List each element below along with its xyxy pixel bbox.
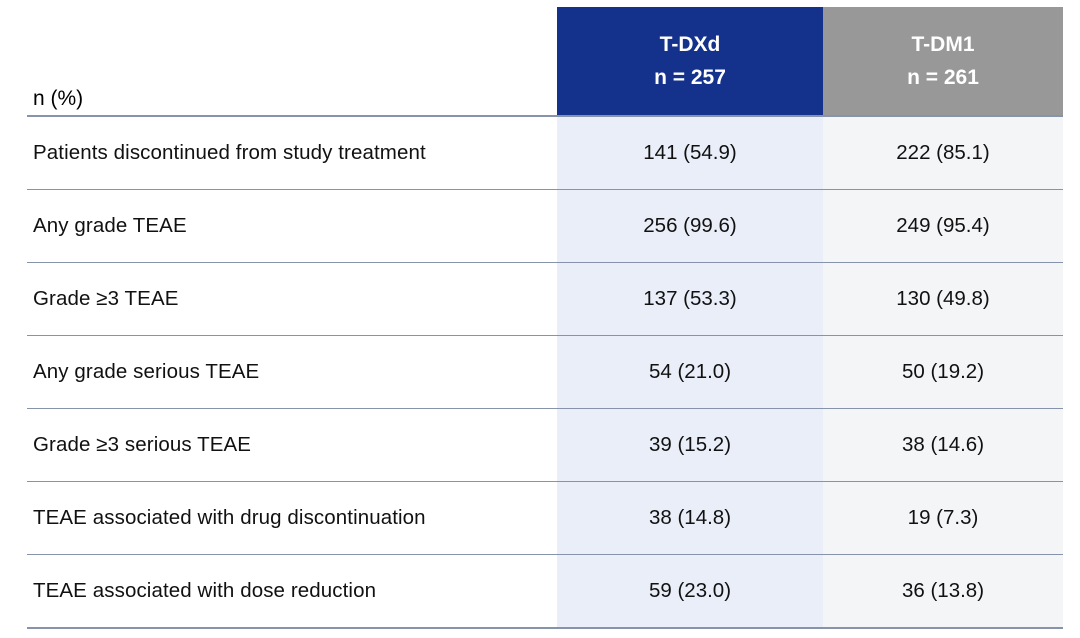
tdxd-value: 54 (21.0) xyxy=(557,336,823,408)
tdxd-value: 59 (23.0) xyxy=(557,555,823,627)
corner-header-n-percent: n (%) xyxy=(33,87,84,110)
table-row: Grade ≥3 TEAE 137 (53.3) 130 (49.8) xyxy=(27,263,1063,336)
tdm1-value: 50 (19.2) xyxy=(823,336,1063,408)
table-row: TEAE associated with drug discontinuatio… xyxy=(27,482,1063,555)
table-row: Any grade serious TEAE 54 (21.0) 50 (19.… xyxy=(27,336,1063,409)
tdxd-value: 137 (53.3) xyxy=(557,263,823,335)
table-header-row: n (%) T-DXd n = 257 T-DM1 n = 261 xyxy=(27,7,1063,117)
row-label: Any grade TEAE xyxy=(33,214,187,237)
tdxd-value: 256 (99.6) xyxy=(557,190,823,262)
tdm1-value: 249 (95.4) xyxy=(823,190,1063,262)
column-header-tdxd: T-DXd n = 257 xyxy=(557,7,823,115)
tdxd-value: 39 (15.2) xyxy=(557,409,823,481)
tdm1-value: 222 (85.1) xyxy=(823,117,1063,189)
tdm1-arm-n: n = 261 xyxy=(907,65,979,89)
row-label: TEAE associated with dose reduction xyxy=(33,579,377,602)
tdxd-value: 38 (14.8) xyxy=(557,482,823,554)
tdxd-arm-name: T-DXd xyxy=(659,33,721,57)
table-row: Any grade TEAE 256 (99.6) 249 (95.4) xyxy=(27,190,1063,263)
tdm1-value: 38 (14.6) xyxy=(823,409,1063,481)
tdxd-value: 141 (54.9) xyxy=(557,117,823,189)
tdxd-arm-n: n = 257 xyxy=(654,65,726,89)
row-label: TEAE associated with drug discontinuatio… xyxy=(33,506,426,529)
row-label: Any grade serious TEAE xyxy=(33,360,260,383)
teae-summary-table: n (%) T-DXd n = 257 T-DM1 n = 261 Patien… xyxy=(27,7,1063,629)
table-row: TEAE associated with dose reduction 59 (… xyxy=(27,555,1063,629)
table-row: Patients discontinued from study treatme… xyxy=(27,117,1063,190)
row-label: Grade ≥3 TEAE xyxy=(33,287,179,310)
tdm1-value: 130 (49.8) xyxy=(823,263,1063,335)
row-label: Patients discontinued from study treatme… xyxy=(33,141,426,164)
table-row: Grade ≥3 serious TEAE 39 (15.2) 38 (14.6… xyxy=(27,409,1063,482)
tdm1-value: 36 (13.8) xyxy=(823,555,1063,627)
tdm1-arm-name: T-DM1 xyxy=(911,33,975,57)
tdm1-value: 19 (7.3) xyxy=(823,482,1063,554)
row-label: Grade ≥3 serious TEAE xyxy=(33,433,252,456)
column-header-tdm1: T-DM1 n = 261 xyxy=(823,7,1063,115)
